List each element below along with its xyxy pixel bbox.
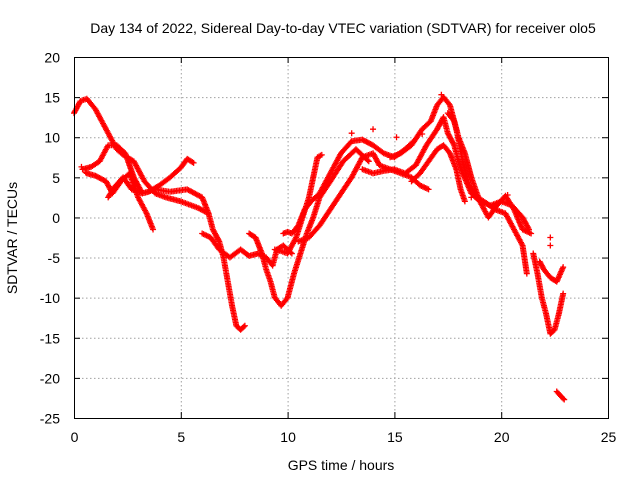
y-tick-label: 10 bbox=[44, 130, 60, 146]
y-tick-label: -5 bbox=[48, 250, 61, 266]
data-point bbox=[560, 395, 567, 402]
y-tick-label: -20 bbox=[40, 370, 60, 386]
data-point bbox=[523, 270, 530, 277]
data-point bbox=[547, 242, 554, 249]
data-point bbox=[365, 158, 372, 165]
data-point bbox=[78, 163, 85, 170]
series-arc-15 bbox=[536, 258, 567, 285]
data-point bbox=[318, 151, 325, 158]
x-tick-label: 5 bbox=[177, 429, 185, 445]
y-tick-label: 0 bbox=[52, 210, 60, 226]
x-axis-label: GPS time / hours bbox=[288, 457, 395, 473]
data-point bbox=[425, 186, 432, 193]
x-tick-label: 15 bbox=[387, 429, 403, 445]
data-point bbox=[348, 130, 355, 137]
y-tick-label: -25 bbox=[40, 411, 60, 427]
x-tick-label: 25 bbox=[601, 429, 617, 445]
series-arc-9 bbox=[295, 150, 432, 245]
data-point bbox=[561, 396, 568, 403]
grid-layer bbox=[74, 57, 608, 418]
plot-frame bbox=[74, 57, 609, 419]
y-tick-label: -10 bbox=[40, 290, 60, 306]
data-point bbox=[393, 134, 400, 141]
y-tick-label: 5 bbox=[52, 170, 60, 186]
data-point bbox=[560, 264, 567, 271]
series-arc-8 bbox=[280, 136, 417, 237]
series-arc-12 bbox=[444, 110, 535, 237]
y-tick-label: -15 bbox=[40, 330, 60, 346]
data-point bbox=[560, 290, 567, 297]
x-tick-label: 0 bbox=[71, 429, 79, 445]
x-tick-label: 20 bbox=[494, 429, 510, 445]
data-point bbox=[370, 126, 377, 133]
series-scatter bbox=[78, 91, 554, 249]
series-arc-14 bbox=[530, 250, 567, 337]
y-tick-label: 15 bbox=[44, 90, 60, 106]
data-point bbox=[461, 198, 468, 205]
tick-layer: 0 5 10 15 20 25 -25 -20 -15 -10 -5 0 5 10 15 20 bbox=[40, 50, 617, 446]
data-point bbox=[240, 323, 247, 330]
series-arc-13 bbox=[408, 142, 468, 205]
y-tick-label: 20 bbox=[44, 50, 60, 66]
data-point bbox=[528, 230, 535, 237]
data-point bbox=[438, 91, 445, 98]
x-tick-label: 10 bbox=[280, 429, 296, 445]
data-layer bbox=[71, 91, 568, 403]
data-point bbox=[150, 226, 157, 233]
data-point bbox=[215, 237, 222, 244]
data-point bbox=[450, 140, 457, 147]
data-point bbox=[82, 169, 89, 176]
data-point bbox=[419, 131, 426, 138]
data-point bbox=[189, 159, 196, 166]
data-point bbox=[468, 194, 475, 201]
series-arc-16 bbox=[553, 388, 568, 403]
series-arc-4 bbox=[105, 174, 248, 333]
data-point bbox=[504, 191, 511, 198]
data-point bbox=[364, 157, 371, 164]
y-axis-label: SDTVAR / TECUs bbox=[4, 182, 20, 294]
data-point bbox=[547, 234, 554, 241]
chart-title: Day 134 of 2022, Sidereal Day-to-day VTE… bbox=[90, 20, 596, 36]
data-point bbox=[190, 159, 197, 166]
data-point bbox=[241, 322, 248, 329]
series-arc-5 bbox=[199, 230, 295, 269]
